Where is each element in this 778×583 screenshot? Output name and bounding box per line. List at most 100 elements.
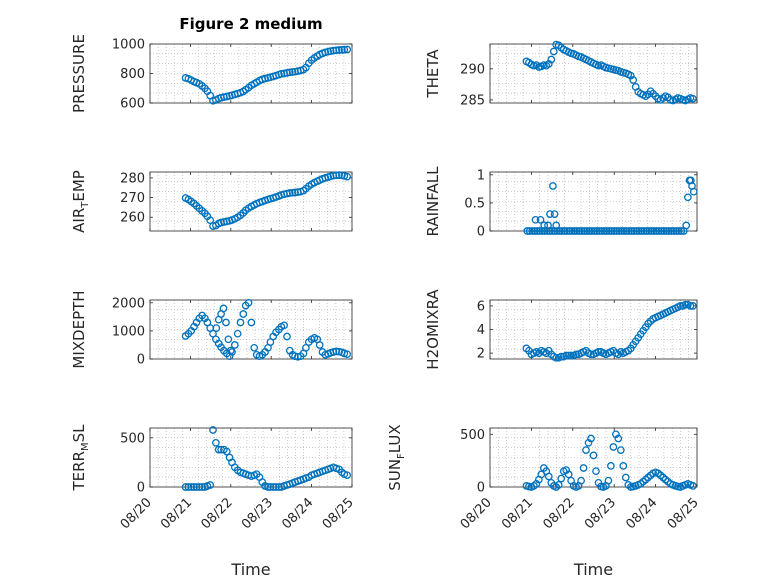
series-markers [523, 176, 698, 235]
data-point [614, 434, 623, 443]
y-tick-label: 0 [477, 225, 485, 240]
data-point [228, 348, 236, 356]
y-tick-label: 280 [120, 171, 145, 186]
y-label-rest: EMP [70, 170, 88, 201]
data-point [615, 227, 624, 235]
data-point [662, 227, 671, 235]
data-point [652, 227, 661, 235]
data-point [686, 302, 695, 310]
y-tick-label: 0 [477, 481, 485, 496]
y-axis-label: MIXDEPTH [70, 290, 88, 368]
data-point [684, 193, 692, 202]
data-point [674, 227, 683, 235]
data-point [560, 227, 569, 235]
data-point [672, 227, 681, 235]
data-point [585, 227, 594, 235]
data-point [525, 227, 534, 235]
data-point [547, 55, 556, 64]
data-point [622, 227, 631, 235]
y-tick-label: 500 [120, 431, 145, 446]
data-point [612, 227, 621, 235]
data-point [597, 227, 606, 235]
grid-lines [150, 428, 352, 487]
data-point [577, 476, 585, 485]
data-point [549, 47, 558, 56]
x-tick-label: 08/20 [458, 495, 495, 532]
data-point [558, 227, 566, 235]
data-point [575, 227, 584, 235]
data-point [546, 210, 554, 218]
data-point [329, 171, 338, 180]
y-axis-label: PRESSURE [70, 34, 88, 113]
data-point [198, 483, 206, 491]
data-point [552, 353, 561, 362]
data-point [627, 227, 636, 235]
y-label-main: AIR [70, 208, 88, 233]
data-point [275, 483, 283, 491]
x-tick-label: 08/23 [582, 495, 619, 532]
data-point [553, 227, 561, 235]
data-point [343, 350, 352, 359]
data-point [594, 348, 603, 356]
data-point [552, 221, 561, 230]
data-point [563, 227, 571, 235]
data-point [619, 462, 628, 470]
data-point [535, 349, 543, 357]
x-tick-label: 08/24 [623, 495, 660, 532]
data-point [612, 430, 620, 439]
data-point [224, 335, 233, 344]
axes-background [490, 44, 697, 103]
data-point [682, 221, 691, 230]
y-tick-label: 260 [120, 211, 145, 226]
data-point [557, 352, 566, 361]
y-tick-label: 600 [120, 97, 145, 112]
data-point [266, 483, 275, 491]
y-tick-label: 1000 [112, 38, 145, 53]
data-point [689, 187, 698, 196]
axes-box [149, 171, 353, 232]
data-point [269, 483, 278, 491]
axes-box [489, 43, 698, 104]
grid-lines [490, 428, 697, 487]
series-markers [181, 298, 352, 361]
y-axis-label: SUNFLUX [386, 424, 407, 490]
data-point [332, 46, 341, 55]
data-point [565, 227, 574, 235]
x-tick-label: 08/25 [665, 495, 702, 532]
data-point [564, 351, 573, 360]
data-point [555, 227, 564, 235]
data-point [226, 346, 235, 355]
data-point [570, 227, 579, 235]
grid-lines [150, 300, 352, 359]
data-point [595, 227, 604, 235]
data-point [689, 302, 697, 310]
data-point [335, 171, 343, 179]
panel-sun_flux: 0 500 08/20 08/21 08/22 08/23 08/24 08/25 Time SU… [386, 424, 702, 579]
data-point [291, 352, 299, 361]
data-point [689, 94, 697, 103]
data-point [689, 482, 697, 490]
data-point [681, 300, 690, 309]
y-label-subscript: T [80, 201, 91, 209]
data-point [195, 483, 204, 491]
data-point [655, 227, 663, 235]
x-tick-label: 08/20 [118, 495, 155, 532]
data-point [343, 172, 352, 181]
data-point [632, 227, 641, 235]
data-point [640, 227, 648, 235]
data-point [621, 473, 630, 482]
chart-title: Figure 2 medium [179, 15, 322, 33]
data-point [530, 227, 539, 235]
data-point [540, 227, 549, 235]
y-tick-label: 270 [120, 191, 145, 206]
panel-air_temp: 260 270 280 AIRTEMP [70, 170, 353, 233]
y-label-main: TERR [70, 451, 88, 492]
y-axis-label: H2OMIXRA [424, 289, 442, 370]
panel-theta: 285 290 THETA [424, 40, 698, 108]
data-point [669, 227, 678, 235]
data-point [528, 227, 537, 235]
data-point [533, 227, 542, 235]
data-point [544, 472, 553, 481]
data-point [592, 467, 600, 476]
